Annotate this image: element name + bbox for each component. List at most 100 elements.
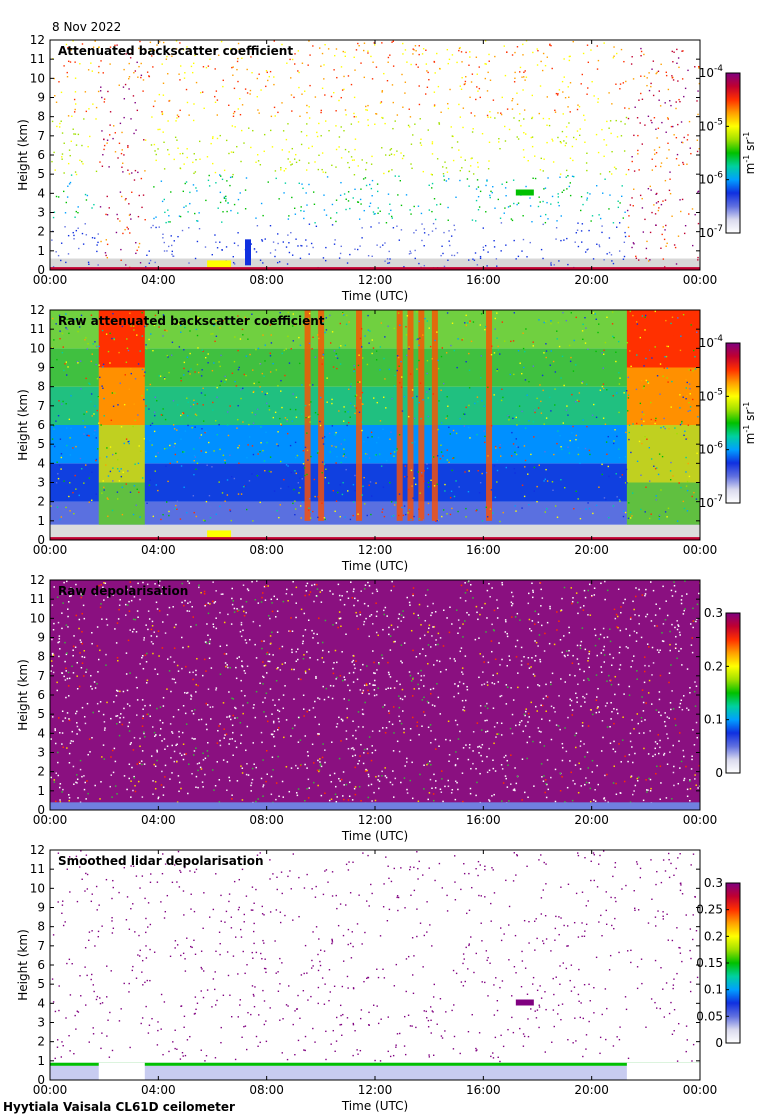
pixel: [436, 52, 438, 55]
pixel: [419, 337, 421, 339]
pixel: [583, 114, 585, 117]
pixel: [128, 62, 130, 65]
pixel: [673, 134, 675, 136]
pixel: [168, 514, 170, 517]
pixel: [449, 88, 451, 91]
pixel: [197, 317, 199, 319]
pixel: [92, 103, 94, 105]
pixel: [636, 117, 639, 119]
pixel: [627, 647, 629, 649]
pixel: [211, 253, 213, 256]
pixel: [655, 417, 657, 420]
pixel: [659, 798, 661, 800]
pixel: [171, 731, 173, 733]
pixel: [143, 637, 146, 639]
pixel: [427, 644, 430, 646]
pixel: [162, 621, 164, 623]
pixel: [387, 325, 389, 327]
pixel: [442, 645, 445, 647]
pixel: [682, 141, 684, 144]
pixel: [483, 405, 485, 407]
pixel: [466, 322, 469, 324]
pixel: [323, 517, 326, 519]
pixel: [309, 54, 311, 56]
pixel: [95, 437, 97, 439]
pixel: [86, 780, 88, 782]
pixel: [374, 672, 376, 675]
pixel: [565, 650, 568, 652]
pixel: [302, 657, 305, 660]
pixel: [427, 513, 430, 516]
pixel: [681, 78, 684, 80]
pixel: [154, 100, 156, 102]
pixel: [185, 88, 188, 91]
pixel: [509, 373, 512, 376]
pixel: [317, 733, 319, 735]
pixel: [536, 64, 539, 66]
pixel: [127, 146, 129, 149]
pixel: [663, 238, 666, 241]
pixel: [110, 419, 113, 421]
pixel: [238, 462, 240, 464]
pixel: [65, 374, 68, 376]
pixel: [278, 647, 281, 650]
pixel: [299, 739, 302, 741]
pixel: [601, 231, 603, 234]
pixel: [200, 450, 202, 452]
pixel: [671, 690, 673, 692]
pixel: [65, 361, 68, 363]
pixel: [657, 734, 660, 736]
pixel: [59, 731, 61, 734]
pixel: [85, 671, 87, 673]
pixel: [588, 449, 591, 452]
pixel: [386, 79, 389, 82]
pixel: [513, 467, 516, 470]
pixel: [591, 713, 594, 716]
pixel: [678, 631, 681, 634]
pixel: [462, 126, 464, 129]
pixel: [74, 108, 76, 111]
pixel: [448, 754, 451, 756]
pixel: [429, 778, 432, 781]
pixel: [163, 198, 165, 201]
pixel: [219, 448, 221, 451]
pixel: [65, 261, 67, 264]
pixel: [579, 134, 581, 137]
pixel: [647, 115, 650, 118]
pixel: [137, 582, 139, 585]
pixel: [413, 477, 415, 479]
pixel: [399, 683, 401, 686]
pixel: [633, 728, 635, 730]
pixel: [438, 123, 441, 125]
pixel: [62, 346, 64, 348]
pixel: [437, 85, 440, 88]
pixel: [331, 398, 333, 401]
pixel: [258, 381, 260, 383]
pixel: [340, 740, 342, 742]
pixel: [333, 350, 336, 352]
pixel: [398, 695, 400, 697]
pixel: [458, 103, 460, 106]
pixel: [306, 245, 308, 247]
pixel: [285, 464, 288, 466]
pixel: [606, 589, 609, 592]
pixel: [301, 413, 303, 415]
pixel: [54, 728, 56, 730]
pixel: [667, 381, 669, 383]
pixel: [116, 793, 118, 795]
pixel: [314, 356, 317, 358]
pixel: [185, 205, 187, 207]
pixel: [396, 626, 399, 628]
pixel: [385, 727, 388, 729]
pixel: [334, 433, 336, 436]
pixel: [245, 355, 248, 357]
pixel: [654, 153, 656, 155]
pixel: [361, 494, 363, 496]
pixel: [654, 165, 657, 168]
pixel: [120, 248, 122, 251]
pixel: [146, 325, 148, 327]
pixel: [496, 599, 498, 601]
pixel: [640, 92, 642, 95]
pixel: [584, 119, 586, 121]
pixel: [550, 322, 552, 325]
